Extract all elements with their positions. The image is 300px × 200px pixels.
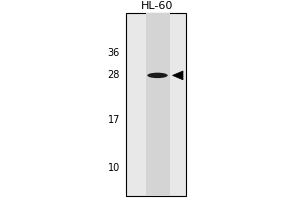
Polygon shape xyxy=(172,71,183,80)
Text: 10: 10 xyxy=(108,163,120,173)
Text: 17: 17 xyxy=(108,115,120,125)
Ellipse shape xyxy=(147,73,168,78)
Text: 28: 28 xyxy=(108,70,120,80)
Bar xyxy=(126,13,186,196)
Bar xyxy=(146,13,170,196)
Text: 36: 36 xyxy=(108,48,120,58)
Text: HL-60: HL-60 xyxy=(141,1,174,11)
